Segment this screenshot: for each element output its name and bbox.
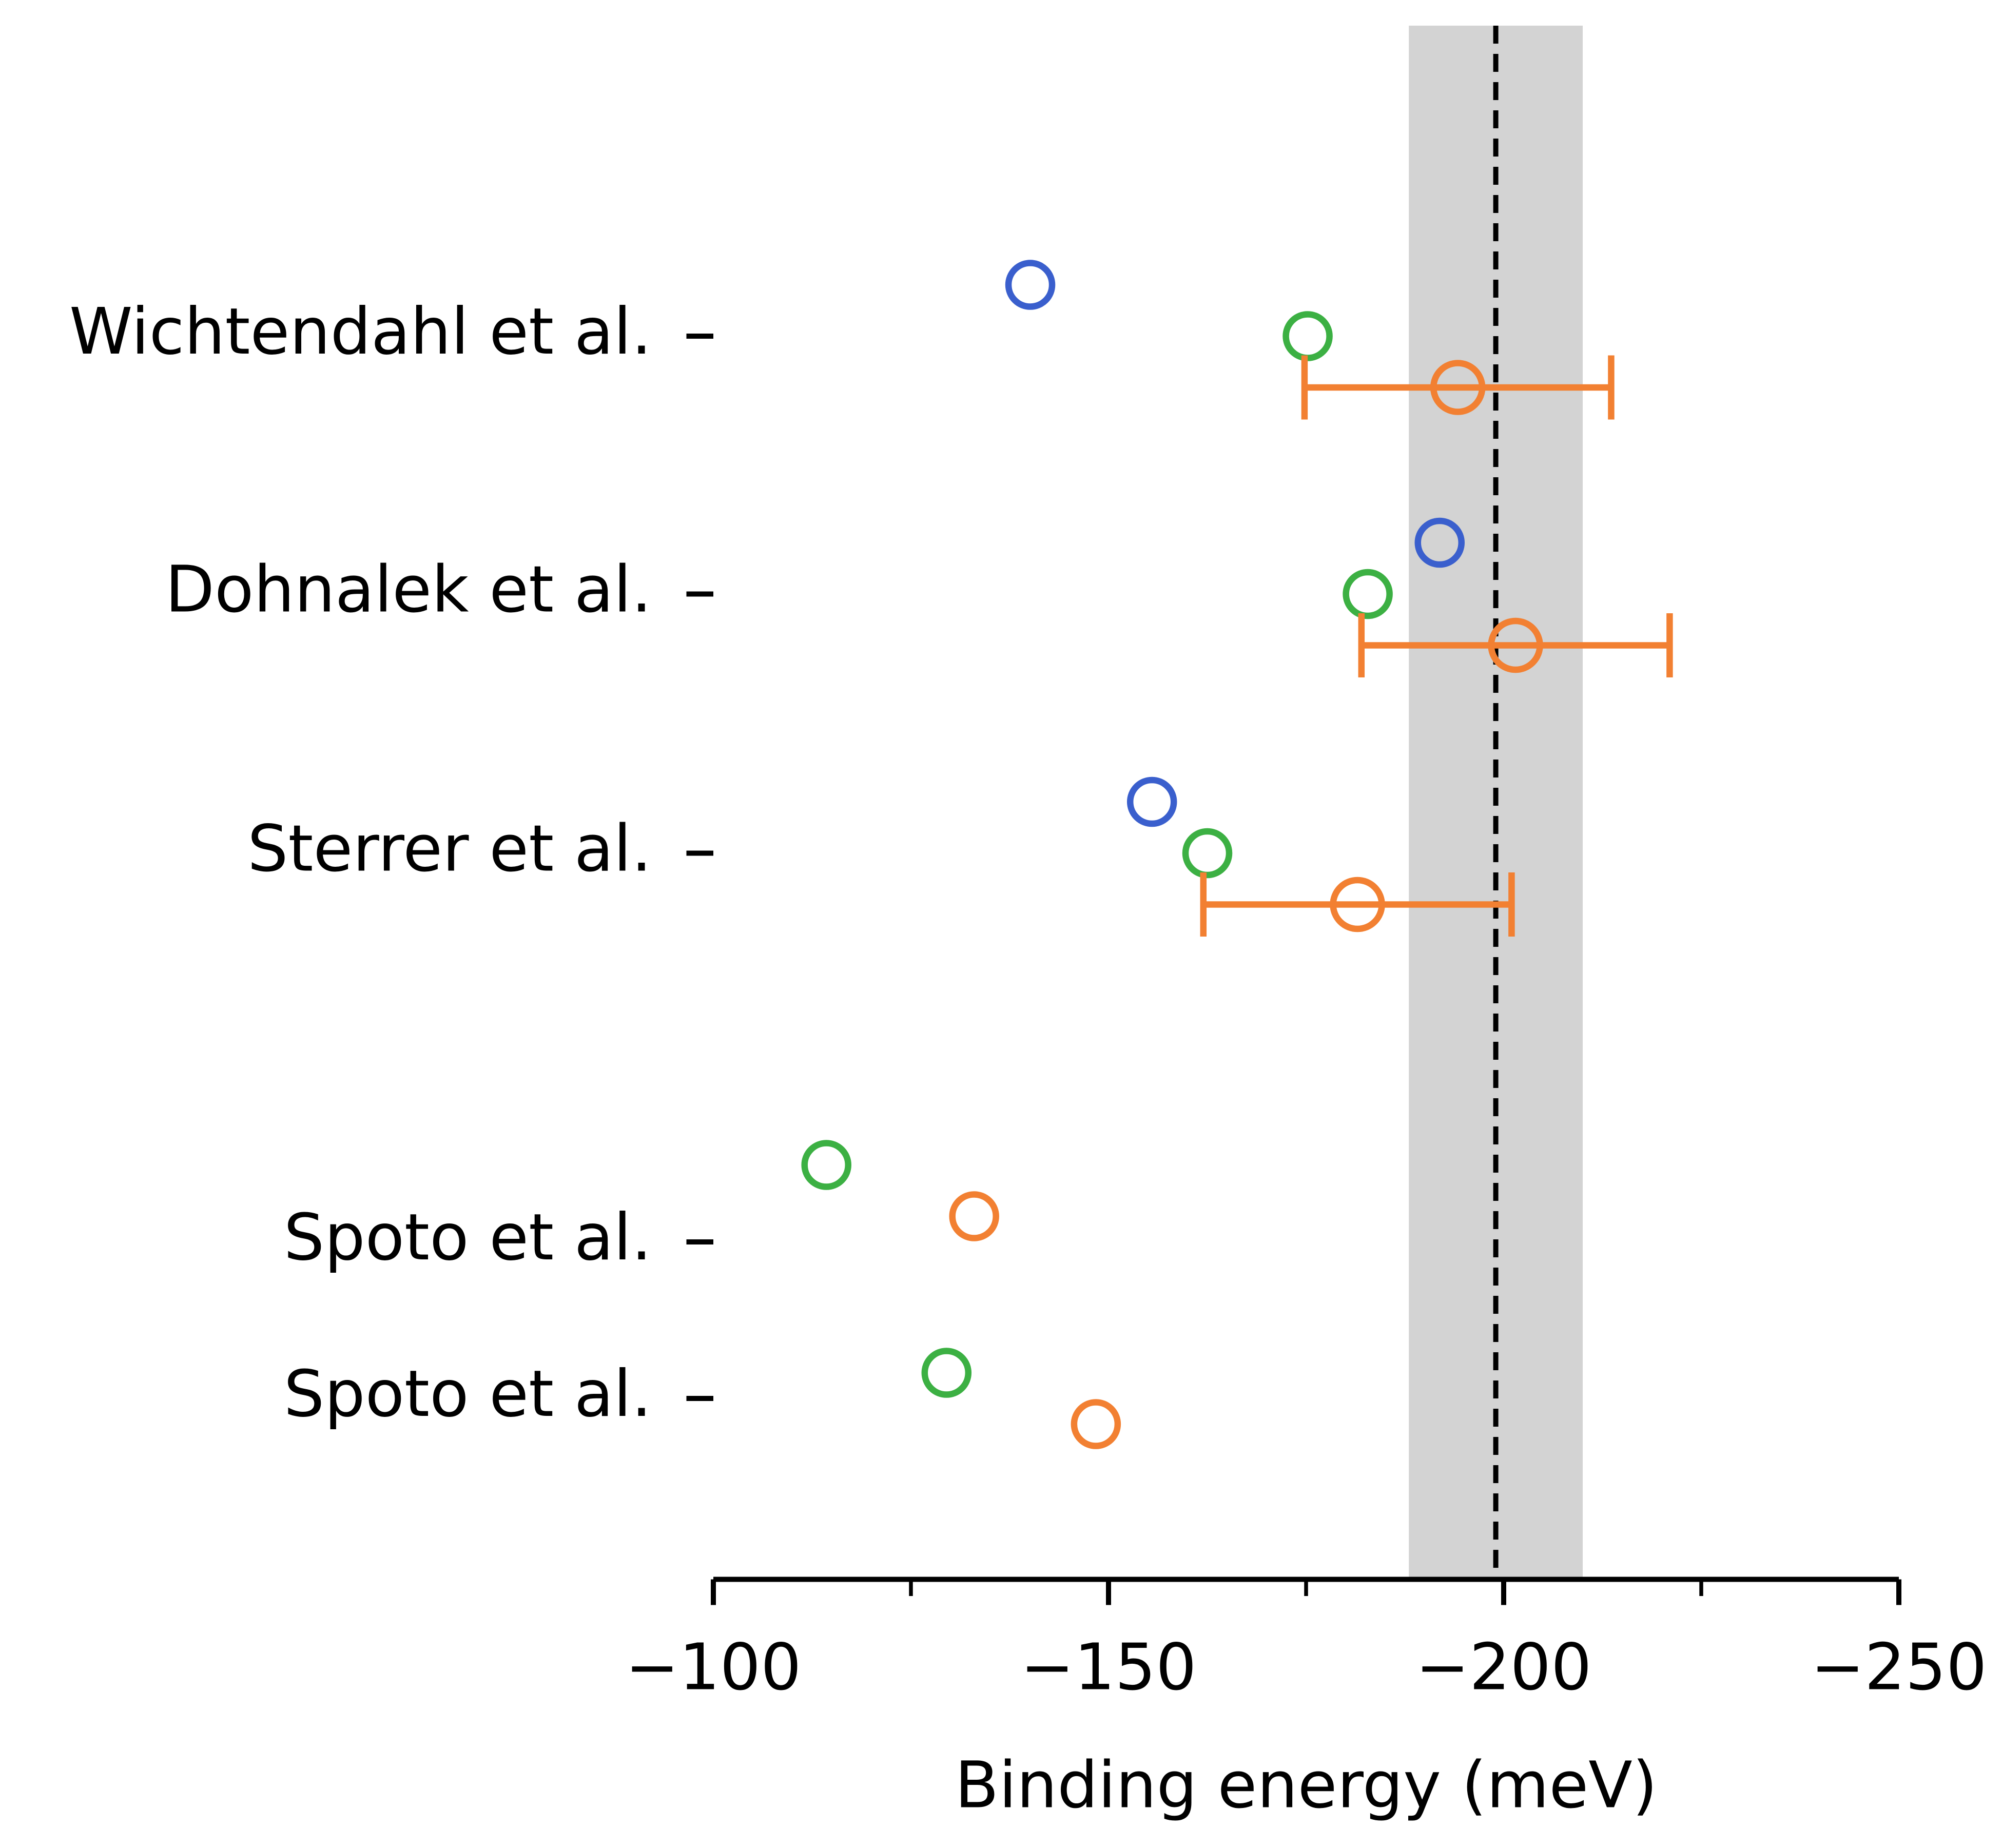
x-axis-label: Binding energy (meV) [955,1748,1657,1823]
x-tick-label: −200 [1415,1630,1591,1705]
marker [949,1191,999,1241]
x-tick-label: −250 [1811,1630,1987,1705]
marker [1282,311,1333,361]
error-bar [1301,355,1615,420]
error-bar [1200,872,1515,937]
y-tick-label: Dohnalek et al. [165,553,652,627]
y-tick-label: Spoto et al. [284,1357,652,1431]
y-tick-label: Spoto et al. [284,1200,652,1275]
marker [1343,569,1393,619]
x-tick-label: −100 [625,1630,801,1705]
y-tick-label: Wichtendahl et al. [69,295,652,369]
marker [1005,260,1056,310]
marker [1330,877,1385,932]
marker [1126,776,1177,827]
marker [921,1348,972,1398]
marker [1414,517,1465,568]
marker [1182,828,1233,879]
error-bar [1358,613,1673,677]
marker [1488,617,1543,673]
marker [801,1140,851,1190]
marker [1071,1399,1121,1449]
x-tick-label: −150 [1020,1630,1196,1705]
y-tick-label: Sterrer et al. [247,812,652,886]
marker [1430,360,1486,415]
